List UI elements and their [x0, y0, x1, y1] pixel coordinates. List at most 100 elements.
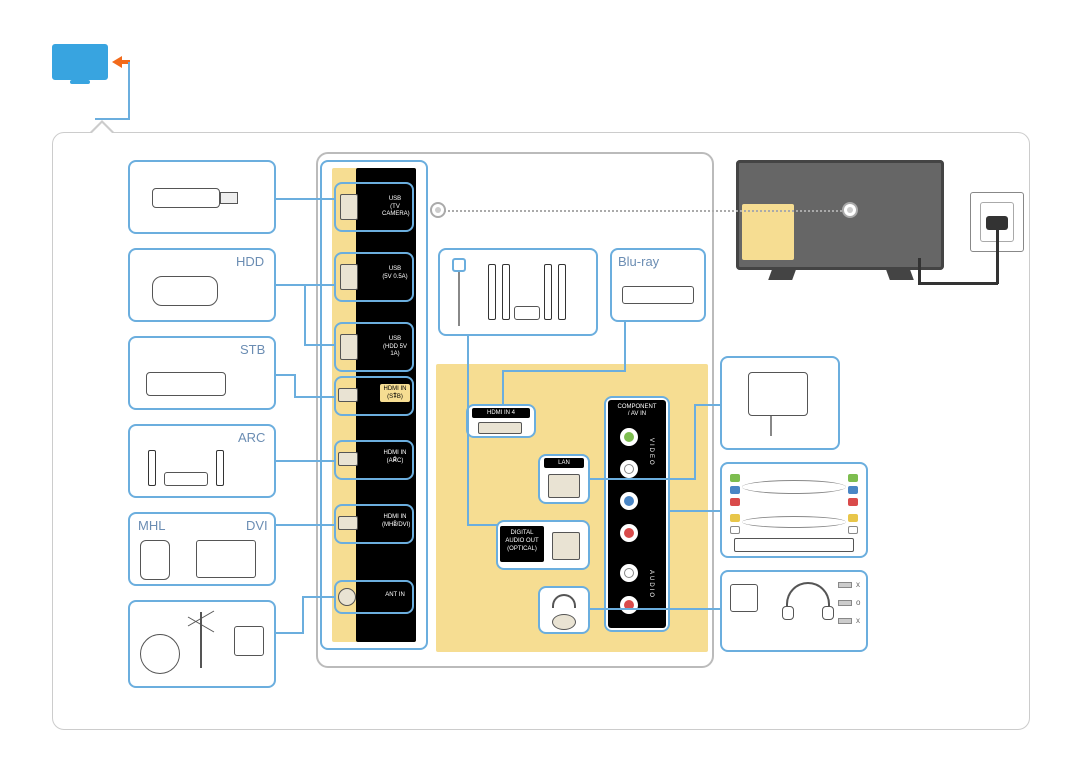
line-stb-down — [294, 374, 296, 396]
wall-socket-icon — [234, 626, 264, 656]
line-arc — [276, 460, 334, 462]
port-avin-label-1: COMPONENT — [612, 404, 662, 411]
port-optical-label-2: AUDIO OUT — [502, 538, 542, 545]
avin-port-5 — [618, 562, 640, 584]
hp-wallplate-icon — [730, 584, 758, 612]
usb-stick-tip-icon — [220, 192, 238, 204]
line-ht-optical-across — [467, 524, 497, 526]
port-lan-slot — [548, 474, 580, 498]
port-usb-5v05a-label-2: (5V 0.5A) — [382, 274, 408, 281]
top-tv-stand — [70, 80, 90, 84]
hp-jack-2-icon — [838, 600, 852, 606]
line-mhl — [276, 524, 334, 526]
ht-speaker-2-icon — [502, 264, 510, 320]
line-hdd-down — [304, 284, 306, 344]
top-tv-icon — [52, 44, 108, 80]
av-plug-w-l-icon — [730, 526, 740, 534]
hdd-icon — [152, 276, 218, 306]
line-usbstick — [276, 198, 334, 200]
port-avin-audio-label: AUDIO — [648, 570, 654, 599]
port-usb-hdd5v1a-slot — [340, 334, 358, 360]
power-plug-icon — [986, 216, 1008, 230]
av-cable-bot-icon — [742, 516, 846, 528]
dotted-mount-line — [444, 210, 842, 212]
hp-jack-1-mark: x — [856, 580, 860, 589]
port-hdmi-in-4-label: HDMI IN 4 — [476, 410, 526, 417]
line-lan-modem-v — [694, 404, 696, 480]
line-ant — [276, 632, 304, 634]
port-ant-in-label: ANT IN — [382, 592, 408, 599]
port-avin-video-label: VIDEO — [648, 438, 654, 467]
av-plug-b-r-icon — [848, 486, 858, 494]
line-headphone-out — [590, 608, 720, 610]
modem-icon — [748, 372, 808, 416]
port-ant-in-slot — [338, 588, 356, 606]
phone-icon — [140, 540, 170, 580]
modem-cable-icon — [770, 416, 772, 436]
port-hdmi-in-3-label-2: (MHL/DVI) — [382, 522, 408, 529]
frame-notch-inner — [92, 123, 112, 133]
port-usb-hdd5v1a-label-1: USB — [382, 336, 408, 343]
avin-port-1 — [618, 426, 640, 448]
port-usb-5v05a-label-1: USB — [382, 266, 408, 273]
ht-speaker-4-icon — [558, 264, 566, 320]
hp-ear-l-icon — [782, 606, 794, 620]
port-usb-hdd5v1a-label-2: (HDD 5V 1A) — [382, 344, 408, 358]
av-plug-r-r-icon — [848, 498, 858, 506]
line-ant-to-port — [302, 596, 334, 598]
power-cable-down — [996, 230, 999, 284]
av-cable-top-icon — [742, 480, 846, 494]
hp-ear-r-icon — [822, 606, 834, 620]
av-plug-g-l-icon — [730, 474, 740, 482]
port-usb-5v05a-slot — [340, 264, 358, 290]
ht-speaker-1-icon — [488, 264, 496, 320]
line-ant-up — [302, 596, 304, 634]
port-usb-tv-camera-slot — [340, 194, 358, 220]
av-plug-b-l-icon — [730, 486, 740, 494]
arc-speaker-l-icon — [148, 450, 156, 486]
port-hdmi-in-1-label-2: (STB) — [382, 394, 408, 401]
dish-icon — [140, 634, 180, 674]
line-bluray-to-hdmi4 — [502, 370, 504, 404]
av-plug-y-l-icon — [730, 514, 740, 522]
port-hdmi-in-2-slot — [338, 452, 358, 466]
port-hdmi-in-2-label-2: (ARC) — [382, 458, 408, 465]
ht-speaker-3-icon — [544, 264, 552, 320]
ht-center-icon — [514, 306, 540, 320]
avin-port-6 — [618, 594, 640, 616]
line-lan-modem-h2 — [694, 404, 720, 406]
hp-jack-3-icon — [838, 618, 852, 624]
usb-stick-icon — [152, 188, 220, 208]
power-cable-across — [918, 282, 998, 285]
av-plug-y-r-icon — [848, 514, 858, 522]
line-ht-optical-down — [467, 336, 469, 524]
port-avin-label-2: / AV IN — [612, 411, 662, 418]
line-avin-cables — [670, 510, 720, 512]
arc-center-icon — [164, 472, 208, 486]
line-bluray-across — [502, 370, 626, 372]
port-hdmi-in-4-slot — [478, 422, 522, 434]
tv-back-stand-l — [768, 270, 796, 280]
label-arc: ARC — [238, 430, 265, 445]
port-optical-label-1: DIGITAL — [502, 530, 542, 537]
port-optical-label-3: (OPTICAL) — [502, 546, 542, 553]
bluray-icon — [622, 286, 694, 304]
screw-right-inner — [847, 207, 853, 213]
antenna-mast-icon — [200, 612, 202, 668]
label-dvi: DVI — [246, 518, 268, 533]
port-optical-slot — [552, 532, 580, 560]
line-stb — [276, 374, 296, 376]
label-hdd: HDD — [236, 254, 264, 269]
screw-left-inner — [435, 207, 441, 213]
avin-port-4 — [618, 522, 640, 544]
port-usb-tv-camera-label-1: USB — [382, 196, 408, 203]
port-hdmi-in-1-slot — [338, 388, 358, 402]
stb-icon — [146, 372, 226, 396]
avin-port-2 — [618, 458, 640, 480]
line-lan-modem-h1 — [590, 478, 694, 480]
av-plug-r-l-icon — [730, 498, 740, 506]
av-plug-w-r-icon — [848, 526, 858, 534]
tv-back-stand-r — [886, 270, 914, 280]
line-hdd-to-port — [304, 344, 334, 346]
power-arrow-icon — [112, 56, 122, 68]
